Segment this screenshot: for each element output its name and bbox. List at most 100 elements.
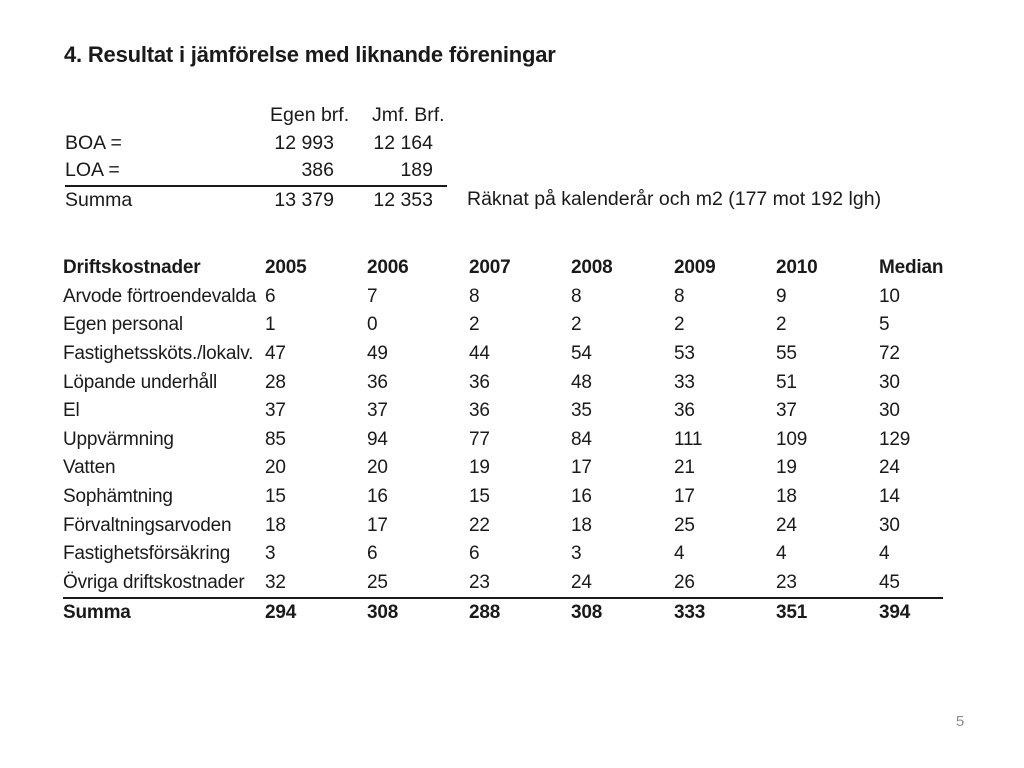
- row-label: Vatten: [63, 457, 116, 479]
- table-row: Förvaltningsarvoden 18 17 22 18 25 24 30: [63, 511, 943, 540]
- cell-egen: 13 379: [274, 188, 334, 211]
- cell: 44: [469, 343, 490, 365]
- table-row: Vatten 20 20 19 17 21 19 24: [63, 454, 943, 483]
- cost-table-header-row: Driftskostnader 2005 2006 2007 2008 2009…: [63, 254, 943, 283]
- cell: 94: [367, 428, 388, 450]
- row-label: Summa: [65, 188, 133, 211]
- cell: 36: [674, 400, 695, 422]
- page-number: 5: [955, 713, 965, 730]
- table-row: Sophämtning 15 16 15 16 17 18 14: [63, 483, 943, 512]
- area-header-row: Egen brf. Jmf. Brf.: [65, 102, 947, 130]
- row-label: Sophämtning: [63, 486, 173, 508]
- row-label: Övriga driftskostnader: [63, 568, 265, 600]
- cell: 20: [265, 457, 286, 479]
- cell: 6: [265, 285, 276, 307]
- cell: 32: [265, 568, 367, 600]
- cell: 351: [776, 602, 808, 624]
- cell: 2: [674, 314, 685, 336]
- cell: 5: [879, 314, 890, 336]
- cell: 288: [469, 602, 501, 624]
- row-label: Förvaltningsarvoden: [63, 514, 232, 536]
- cell: 8: [674, 285, 685, 307]
- cell: 18: [265, 514, 286, 536]
- cell: 111: [674, 428, 703, 450]
- cell: 15: [265, 486, 286, 508]
- cell: 24: [879, 457, 900, 479]
- cell: 26: [674, 568, 776, 600]
- row-label: Löpande underhåll: [63, 371, 218, 393]
- cell: 37: [265, 400, 286, 422]
- cell: 54: [571, 343, 592, 365]
- cell: 30: [879, 514, 900, 536]
- cell: 2: [571, 314, 582, 336]
- cell: 6: [367, 543, 378, 565]
- column-header-egen-brf: Egen brf.: [270, 104, 350, 127]
- table-row: Övriga driftskostnader 32 25 23 24 26 23…: [63, 568, 944, 600]
- cell: 10: [879, 285, 900, 307]
- cell: 109: [776, 428, 808, 450]
- cell: 33: [674, 371, 695, 393]
- column-header: Median: [879, 257, 944, 279]
- cell: 17: [367, 514, 388, 536]
- cell: 55: [776, 343, 797, 365]
- column-header: 2006: [367, 257, 409, 279]
- cell: 23: [776, 568, 879, 600]
- cell: 19: [776, 457, 797, 479]
- cell: 16: [367, 486, 388, 508]
- cell: 37: [367, 400, 388, 422]
- cell: 30: [879, 371, 900, 393]
- cell: 18: [571, 514, 592, 536]
- table-row: El 37 37 36 35 36 37 30: [63, 397, 943, 426]
- row-label: Fastighetsförsäkring: [63, 543, 231, 565]
- area-comparison-table: Egen brf. Jmf. Brf. BOA = 12 993 12 164 …: [65, 102, 947, 214]
- cell: 48: [571, 371, 592, 393]
- table-row: Löpande underhåll 28 36 36 48 33 51 30: [63, 368, 943, 397]
- cell: 30: [879, 400, 900, 422]
- cell: 2: [469, 314, 480, 336]
- cell-jmf: 12 353: [373, 188, 433, 211]
- cell: 394: [879, 602, 911, 624]
- cell: 2: [776, 314, 787, 336]
- cell: 49: [367, 343, 388, 365]
- cell: 308: [367, 602, 399, 624]
- column-header-jmf-brf: Jmf. Brf.: [372, 104, 445, 127]
- table-row: Uppvärmning 85 94 77 84 111 109 129: [63, 426, 943, 455]
- row-label: Egen personal: [63, 314, 183, 336]
- cell: 18: [776, 486, 797, 508]
- column-header: 2008: [571, 257, 613, 279]
- cell: 24: [571, 568, 674, 600]
- cell: 72: [879, 343, 900, 365]
- cell: 21: [674, 457, 695, 479]
- row-label: Summa: [63, 602, 131, 624]
- row-label: Arvode förtroendevalda: [63, 285, 257, 307]
- cell-egen: 386: [270, 157, 352, 187]
- column-header: 2010: [776, 257, 818, 279]
- cell-egen: 12 993: [274, 131, 334, 154]
- cell: 17: [674, 486, 695, 508]
- cell: 16: [571, 486, 592, 508]
- summary-row: Summa 294 308 288 308 333 351 394: [63, 598, 943, 628]
- slide-title: 4. Resultat i jämförelse med liknande fö…: [64, 42, 556, 67]
- cell: 3: [265, 543, 276, 565]
- table-row: Fastighetsförsäkring 3 6 6 3 4 4 4: [63, 540, 943, 569]
- cell: 37: [776, 400, 797, 422]
- cell: 20: [367, 457, 388, 479]
- cell: 6: [469, 543, 480, 565]
- area-row-boa: BOA = 12 993 12 164: [65, 130, 947, 158]
- cell: 9: [776, 285, 787, 307]
- cell: 85: [265, 428, 286, 450]
- cell: 28: [265, 371, 286, 393]
- cell: 22: [469, 514, 490, 536]
- cell: 84: [571, 428, 592, 450]
- column-header: 2007: [469, 257, 511, 279]
- table-row: Fastighetssköts./lokalv. 47 49 44 54 53 …: [63, 340, 943, 369]
- calculation-note: Räknat på kalenderår och m2 (177 mot 192…: [467, 188, 882, 211]
- column-header: 2005: [265, 257, 307, 279]
- column-header: 2009: [674, 257, 716, 279]
- cell: 4: [776, 543, 787, 565]
- cell: 36: [469, 371, 490, 393]
- cost-table: Driftskostnader 2005 2006 2007 2008 2009…: [63, 254, 943, 628]
- cost-table-body: Arvode förtroendevalda 6 7 8 8 8 9 10 Eg…: [63, 283, 944, 600]
- cell: 0: [367, 314, 378, 336]
